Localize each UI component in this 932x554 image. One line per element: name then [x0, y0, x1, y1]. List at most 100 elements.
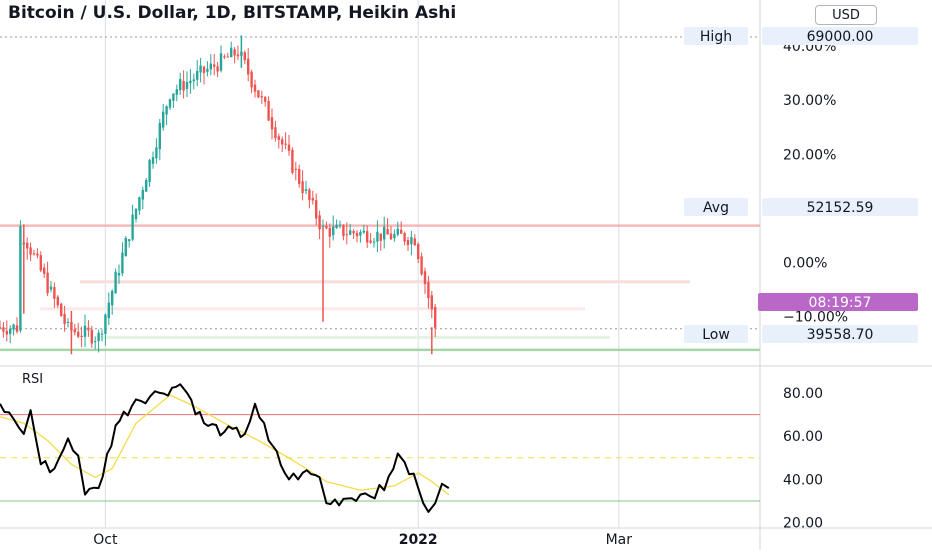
- candle-body: [372, 241, 376, 243]
- candle-body: [236, 54, 240, 57]
- candle-body: [230, 47, 233, 58]
- candle-body: [274, 127, 277, 139]
- candle-body: [386, 228, 389, 235]
- candle-body: [0, 327, 2, 329]
- candle-body: [308, 189, 311, 200]
- candle-body: [233, 49, 236, 56]
- candle-body: [15, 325, 19, 332]
- low-value: 39558.70: [807, 327, 874, 343]
- candle-body: [219, 53, 223, 71]
- rsi-ma-line: [0, 394, 450, 496]
- low-label: Low: [702, 327, 730, 343]
- rsi-panel-title: RSI: [22, 372, 44, 387]
- candle-body: [420, 256, 423, 275]
- candle-body: [63, 313, 66, 325]
- candle-body: [39, 255, 42, 271]
- high-value: 69000.00: [807, 29, 874, 45]
- candle-body: [131, 214, 134, 240]
- rsi-y-tick-label: 40.00: [783, 472, 823, 488]
- candle-body: [43, 267, 46, 274]
- candle-body: [87, 327, 90, 331]
- rsi-y-tick-label: 80.00: [783, 386, 823, 402]
- candle-body: [121, 252, 124, 274]
- candle-body: [26, 242, 29, 249]
- candle-body: [206, 68, 209, 72]
- low-label-bg: [684, 325, 748, 343]
- high-label-bg: [684, 27, 748, 45]
- candle-body: [260, 96, 263, 98]
- candle-body: [175, 89, 178, 95]
- candle-body: [80, 335, 83, 337]
- candle-body: [264, 97, 267, 102]
- candle-body: [287, 144, 291, 151]
- support-band: [100, 335, 610, 339]
- candle-body: [117, 272, 121, 276]
- candle-body: [321, 225, 325, 227]
- countdown-bg: [758, 293, 918, 311]
- candle-body: [94, 341, 97, 343]
- candle-body: [134, 208, 138, 219]
- high-value-bg: [762, 27, 918, 45]
- candle-body: [284, 143, 287, 145]
- candle-body: [379, 233, 382, 241]
- candle-body: [100, 333, 104, 335]
- candle-body: [338, 224, 342, 226]
- candle-body: [56, 296, 59, 306]
- y-tick-label: 30.00%: [783, 93, 836, 109]
- candle-body: [250, 71, 253, 88]
- candle-body: [345, 234, 348, 236]
- candle-body: [66, 322, 70, 324]
- candle-body: [342, 224, 345, 237]
- candle-body: [9, 328, 12, 334]
- candle-body: [49, 286, 53, 290]
- candle-body: [104, 314, 107, 334]
- candle-body: [434, 306, 437, 328]
- candle-body: [213, 64, 216, 67]
- currency-button[interactable]: USD: [815, 5, 877, 25]
- candle-body: [107, 302, 110, 318]
- candle-body: [46, 272, 49, 294]
- candle-body: [111, 290, 114, 306]
- candle-body: [158, 122, 161, 150]
- candle-body: [403, 233, 406, 242]
- candle-body: [97, 332, 100, 342]
- candle-body: [202, 66, 206, 73]
- candle-body: [226, 56, 229, 58]
- candle-body: [192, 79, 195, 82]
- rsi-y-tick-label: 20.00: [783, 516, 823, 532]
- candle-body: [128, 239, 131, 242]
- candle-body: [315, 200, 318, 219]
- candle-body: [196, 70, 199, 80]
- candle-body: [406, 240, 410, 246]
- avg-value-bg: [762, 198, 918, 216]
- y-tick-label: −10.00%: [783, 309, 848, 325]
- candle-body: [168, 99, 172, 108]
- candle-body: [430, 295, 433, 310]
- candle-body: [83, 325, 87, 337]
- candle-body: [19, 226, 22, 331]
- candle-body: [294, 168, 297, 170]
- resistance-band: [40, 307, 585, 311]
- candle-body: [362, 230, 365, 233]
- candle-body: [151, 157, 155, 164]
- candle-body: [389, 233, 393, 240]
- x-tick-label: Mar: [606, 532, 633, 548]
- chart-title: Bitcoin / U.S. Dollar, 1D, BITSTAMP, Hei…: [8, 3, 457, 23]
- candle-body: [36, 253, 39, 256]
- avg-label-bg: [684, 198, 748, 216]
- candle-body: [355, 232, 359, 237]
- candle-body: [281, 139, 284, 145]
- candle-body: [243, 52, 246, 61]
- candle-body: [257, 90, 260, 98]
- candle-body: [410, 237, 413, 245]
- candle-body: [2, 327, 5, 332]
- candle-body: [185, 82, 189, 89]
- y-tick-label: 20.00%: [783, 147, 836, 163]
- candle-body: [277, 136, 280, 140]
- candles-group: [0, 35, 437, 355]
- candle-body: [400, 229, 403, 234]
- high-label: High: [700, 29, 732, 45]
- candle-body: [5, 330, 8, 335]
